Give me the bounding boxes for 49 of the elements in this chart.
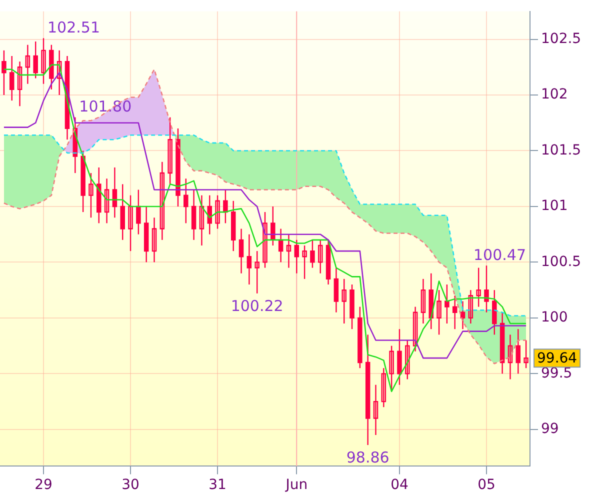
annotation: 101.80 bbox=[79, 98, 132, 116]
candlestick bbox=[56, 50, 62, 96]
y-tick-label: 102.5 bbox=[541, 30, 582, 47]
candlestick bbox=[420, 278, 426, 324]
candlestick bbox=[286, 234, 292, 268]
candlestick bbox=[128, 194, 133, 252]
x-tick-label: Jun bbox=[284, 477, 308, 494]
annotation: 98.86 bbox=[346, 448, 390, 466]
x-tick-label: 30 bbox=[122, 477, 140, 494]
candlestick bbox=[262, 211, 268, 268]
y-tick-label: 101.5 bbox=[541, 142, 582, 158]
annotation: 100.47 bbox=[474, 246, 526, 264]
x-tick-label: 05 bbox=[478, 477, 496, 494]
candlestick bbox=[152, 217, 157, 263]
candlestick bbox=[168, 116, 172, 185]
annotation: 100.22 bbox=[230, 296, 284, 315]
candlestick bbox=[405, 340, 410, 380]
candlestick bbox=[468, 289, 474, 324]
candlestick bbox=[381, 368, 386, 408]
annotation: 102.51 bbox=[48, 18, 100, 37]
candlestick bbox=[508, 334, 513, 380]
candlestick bbox=[524, 340, 528, 369]
candlestick bbox=[476, 267, 481, 308]
y-tick-label: 99.5 bbox=[541, 365, 572, 382]
candlestick bbox=[41, 38, 46, 84]
text: 99.64 bbox=[537, 350, 578, 367]
candlestick bbox=[254, 250, 260, 294]
x-tick-label: 31 bbox=[208, 477, 226, 494]
candlestick bbox=[302, 244, 307, 280]
candlestick bbox=[199, 194, 204, 246]
y-tick-label: 101 bbox=[541, 198, 568, 214]
candlestick bbox=[389, 345, 394, 391]
y-tick-label: 102 bbox=[541, 86, 568, 103]
candlestick bbox=[17, 60, 22, 107]
y-tick-label: 100.5 bbox=[541, 254, 582, 270]
x-tick-label: 04 bbox=[390, 477, 408, 494]
candlestick bbox=[25, 44, 30, 84]
y-tick-label: 100 bbox=[541, 310, 568, 326]
candlestick bbox=[412, 306, 418, 352]
candlestick bbox=[160, 161, 165, 241]
candlestick bbox=[373, 384, 378, 436]
candlestick bbox=[436, 289, 442, 336]
candlestick bbox=[318, 239, 323, 274]
candlestick bbox=[88, 172, 94, 218]
y-tick-label: 99 bbox=[541, 421, 559, 438]
x-tick-label: 29 bbox=[34, 477, 52, 494]
candlestick bbox=[104, 178, 110, 224]
candlestick bbox=[215, 194, 220, 230]
candlestick bbox=[342, 278, 346, 324]
